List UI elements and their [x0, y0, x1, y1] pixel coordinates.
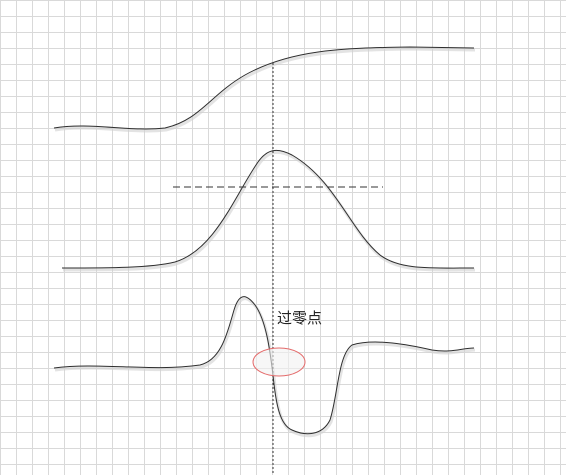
peak-curve-shadow — [62, 150, 476, 272]
peak-curve — [61, 149, 475, 269]
derivative-curve-shadow — [54, 297, 476, 438]
zero-crossing-marker — [252, 347, 306, 377]
derivative-curve — [53, 296, 475, 435]
step-curve — [53, 46, 475, 130]
zero-crossing-label: 过零点 — [277, 309, 322, 327]
step-curve-shadow — [54, 47, 476, 133]
